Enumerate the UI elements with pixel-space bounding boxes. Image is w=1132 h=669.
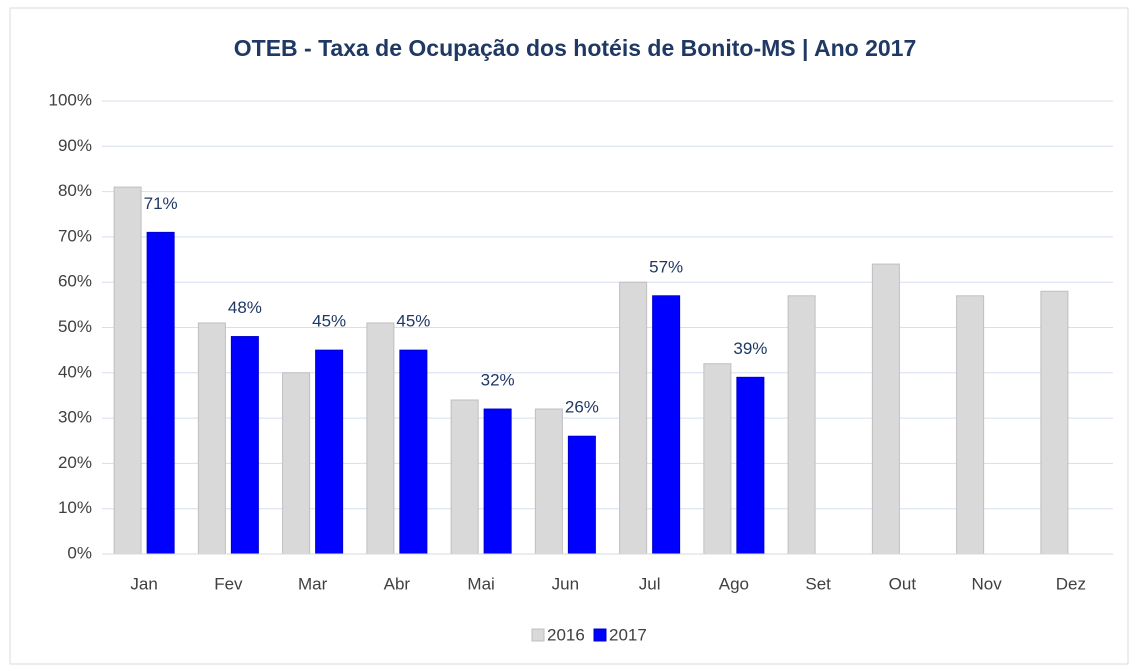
y-tick-label: 80% (58, 181, 92, 200)
bar (113, 186, 142, 555)
x-tick-label: Ago (719, 574, 749, 593)
bar (146, 231, 175, 555)
bar (450, 399, 479, 555)
chart-frame (9, 7, 1129, 665)
y-tick-label: 20% (58, 453, 92, 472)
bar (703, 363, 732, 555)
x-tick-label: Abr (384, 574, 411, 593)
x-tick-label: Jul (639, 574, 661, 593)
bar (619, 281, 648, 555)
legend-label: 2016 (547, 625, 585, 644)
data-label: 39% (733, 339, 767, 358)
bar (652, 295, 681, 555)
data-label: 57% (649, 257, 683, 276)
bar (871, 263, 900, 555)
x-tick-label: Mai (467, 574, 494, 593)
bar (315, 349, 344, 555)
x-tick-label: Fev (214, 574, 243, 593)
y-tick-label: 40% (58, 362, 92, 381)
bar (399, 349, 428, 555)
y-tick-label: 10% (58, 498, 92, 517)
bar (483, 408, 512, 555)
legend-swatch (593, 628, 607, 642)
x-tick-label: Out (889, 574, 917, 593)
legend-swatch (531, 628, 545, 642)
y-tick-label: 0% (67, 543, 92, 562)
data-label: 26% (565, 398, 599, 417)
legend-label: 2017 (609, 625, 647, 644)
data-label: 45% (312, 312, 346, 331)
bar (230, 336, 259, 555)
bar (956, 295, 985, 555)
bar (366, 322, 395, 555)
x-tick-label: Set (805, 574, 831, 593)
data-label: 71% (144, 194, 178, 213)
bar (1040, 290, 1069, 555)
data-label: 48% (228, 298, 262, 317)
y-tick-label: 70% (58, 226, 92, 245)
x-tick-label: Nov (972, 574, 1003, 593)
y-tick-label: 100% (49, 90, 92, 109)
bar (567, 435, 596, 555)
x-tick-label: Jun (552, 574, 579, 593)
chart-title: OTEB - Taxa de Ocupação dos hotéis de Bo… (234, 35, 917, 61)
x-tick-label: Dez (1056, 574, 1086, 593)
data-label: 32% (481, 371, 515, 390)
x-tick-label: Jan (130, 574, 157, 593)
y-tick-label: 50% (58, 317, 92, 336)
bar (534, 408, 563, 555)
bar (197, 322, 226, 555)
bar (787, 295, 816, 555)
data-label: 45% (396, 312, 430, 331)
x-tick-label: Mar (298, 574, 328, 593)
bar (282, 372, 311, 555)
y-tick-label: 60% (58, 272, 92, 291)
bar (736, 376, 765, 555)
y-tick-label: 90% (58, 136, 92, 155)
y-tick-label: 30% (58, 408, 92, 427)
